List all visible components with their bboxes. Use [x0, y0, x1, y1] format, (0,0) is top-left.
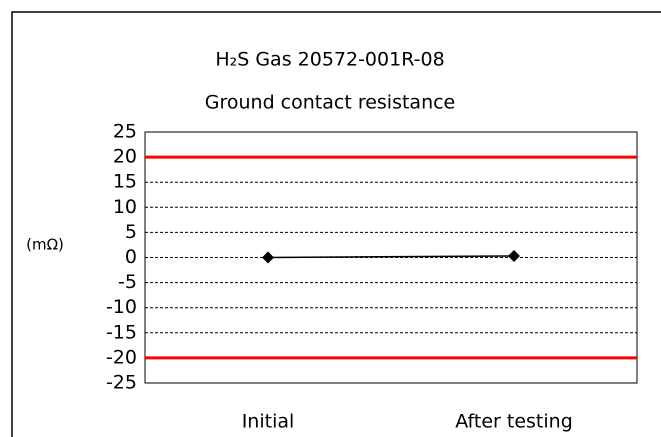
y-tick-label: -20 [106, 346, 137, 368]
y-tick-label: -25 [106, 372, 137, 394]
y-tick-label: -5 [118, 271, 137, 293]
x-tick-label: After testing [455, 411, 573, 433]
y-tick-label: -15 [106, 321, 137, 343]
y-tick-label: 10 [113, 196, 137, 218]
data-point [508, 249, 520, 262]
y-tick-label: 25 [113, 121, 137, 143]
y-tick-label: 5 [125, 221, 137, 243]
x-tick-label: Initial [242, 411, 295, 433]
y-axis-label: (mΩ) [26, 236, 64, 254]
data-point [262, 251, 274, 264]
y-tick-label: -10 [106, 296, 137, 318]
series-line [267, 255, 515, 259]
chart-subtitle: Ground contact resistance [205, 92, 456, 114]
y-tick-label: 0 [125, 246, 137, 268]
chart-title: H₂S Gas 20572-001R-08 [215, 49, 444, 71]
y-tick-label: 20 [113, 146, 137, 168]
y-tick-label: 15 [113, 171, 137, 193]
